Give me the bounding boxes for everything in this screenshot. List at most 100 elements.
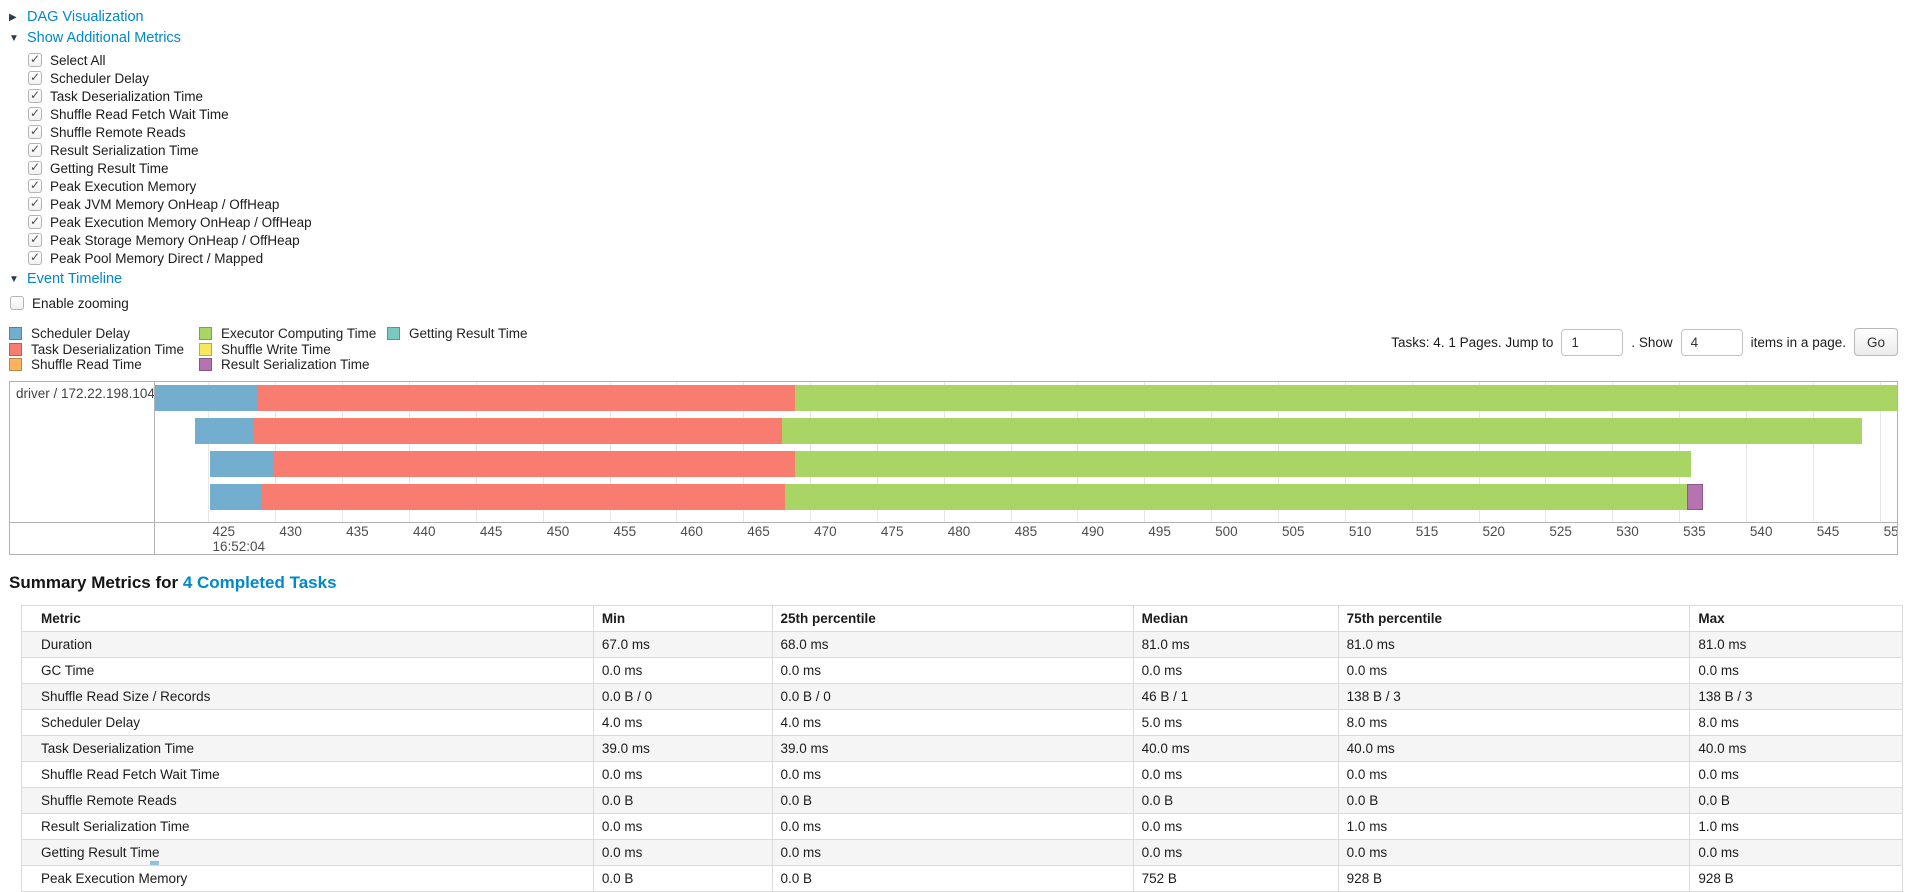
axis-tick-label: 515: [1415, 523, 1439, 539]
task-pagination: Tasks: 4. 1 Pages. Jump to . Show items …: [1391, 326, 1898, 356]
table-header-row: Metric Min 25th percentile Median 75th perce…: [21, 604, 1903, 632]
metric-value-cell: 40.0 ms: [1689, 734, 1903, 762]
task-bar-segment-task-deserialization[interactable]: [273, 450, 796, 477]
metric-value-cell: 0.0 B: [592, 786, 773, 814]
metric-value-cell: 0.0 ms: [592, 656, 773, 684]
legend-item-getting-result-time: Getting Result Time: [387, 326, 528, 342]
task-bar-segment-scheduler-delay[interactable]: [195, 417, 253, 444]
table-row-duration: Duration 67.0 ms 68.0 ms 81.0 ms 81.0 ms 81.0…: [21, 630, 1903, 658]
checkbox-checked-icon[interactable]: [28, 88, 42, 103]
metric-checkbox-shuffle-read-fetch-wait-time[interactable]: Shuffle Read Fetch Wait Time: [28, 105, 1898, 123]
checkbox-unchecked-icon[interactable]: [10, 296, 24, 310]
axis-tick-label: 505: [1282, 523, 1305, 539]
arrow-down-icon: ▼: [9, 273, 19, 285]
axis-tick-label: 530: [1616, 523, 1639, 539]
metric-value-cell: 0.0 ms: [771, 838, 1134, 866]
metric-checkbox-peak-jvm-memory-onheap-offheap[interactable]: Peak JVM Memory OnHeap / OffHeap: [28, 195, 1898, 213]
checkbox-checked-icon[interactable]: [28, 232, 42, 247]
legend-label: Getting Result Time: [409, 326, 528, 342]
task-bar-segment-scheduler-delay[interactable]: [209, 483, 262, 510]
metric-value-cell: 138 B / 3: [1689, 682, 1903, 710]
completed-tasks-link[interactable]: 4 Completed Tasks: [182, 572, 337, 592]
metric-value-cell: 0.0 ms: [592, 760, 773, 788]
task-bar-segment-scheduler-delay[interactable]: [155, 384, 257, 411]
legend-column: Scheduler Delay Task Deserialization Time…: [9, 326, 199, 373]
legend-item-scheduler-delay: Scheduler Delay: [9, 326, 199, 342]
metric-value-cell: 0.0 ms: [1337, 656, 1691, 684]
metric-checkbox-peak-execution-memory[interactable]: Peak Execution Memory: [28, 177, 1898, 195]
checkbox-checked-icon[interactable]: [28, 196, 42, 211]
metric-value-cell: 68.0 ms: [771, 630, 1134, 658]
axis-tick-label: 440: [413, 523, 436, 539]
table-row-shuffle-read-fetch-wait-time: Shuffle Read Fetch Wait Time 0.0 ms 0.0 ms…: [21, 760, 1903, 788]
checkbox-checked-icon[interactable]: [28, 70, 42, 85]
checkbox-checked-icon[interactable]: [28, 52, 42, 67]
checkbox-checked-icon[interactable]: [28, 142, 42, 157]
task-bar-segment-executor-computing[interactable]: [782, 417, 1863, 444]
metric-value-cell: 0.0 ms: [592, 812, 773, 840]
event-timeline-toggle[interactable]: ▼ Event Timeline: [9, 269, 1898, 290]
axis-tick-label: 475: [880, 523, 904, 539]
table-row-gc-time: GC Time 0.0 ms 0.0 ms 0.0 ms 0.0 ms 0.0 ms: [21, 656, 1903, 684]
checkbox-label: Getting Result Time: [50, 160, 169, 176]
metric-name-cell: Getting Result Time: [21, 838, 594, 866]
legend-swatch-scheduler-delay-icon: [9, 327, 22, 341]
legend-label: Scheduler Delay: [31, 326, 131, 342]
metric-value-cell: 40.0 ms: [1337, 734, 1691, 762]
go-button[interactable]: Go: [1853, 328, 1898, 356]
show-additional-metrics-toggle[interactable]: ▼ Show Additional Metrics: [9, 28, 1898, 49]
metric-checkbox-peak-storage-memory-onheap-offheap[interactable]: Peak Storage Memory OnHeap / OffHeap: [28, 231, 1898, 249]
timeline-legend: Scheduler Delay Task Deserialization Time…: [9, 326, 528, 373]
arrow-down-icon: ▼: [9, 32, 19, 44]
legend-swatch-shuffle-read-time-icon: [9, 358, 22, 372]
metric-checkbox-getting-result-time[interactable]: Getting Result Time: [28, 159, 1898, 177]
metric-value-cell: 0.0 B: [1337, 786, 1691, 814]
metric-checkbox-shuffle-remote-reads[interactable]: Shuffle Remote Reads: [28, 123, 1898, 141]
metric-checkbox-task-deserialization-time[interactable]: Task Deserialization Time: [28, 87, 1898, 105]
metric-checkbox-select-all[interactable]: Select All: [28, 51, 1898, 69]
timeline-axis: 425 16:52:04 430 435 440 445 450 455 460 465 470 47…: [10, 521, 1897, 554]
task-bar-segment-task-deserialization[interactable]: [252, 417, 782, 444]
metric-value-cell: 46 B / 1: [1132, 682, 1339, 710]
checkbox-checked-icon[interactable]: [28, 160, 42, 175]
summary-metrics-table: Metric Min 25th percentile Median 75th perce…: [21, 604, 1903, 892]
dag-visualization-toggle[interactable]: ▶ DAG Visualization: [9, 7, 1898, 28]
legend-label: Executor Computing Time: [221, 326, 377, 342]
axis-tick-label: 540: [1749, 523, 1773, 539]
jump-to-page-input[interactable]: [1561, 328, 1624, 356]
metric-name-cell: Duration: [21, 630, 594, 658]
metric-value-cell: 0.0 ms: [1689, 838, 1903, 866]
task-bar-segment-executor-computing[interactable]: [784, 483, 1688, 510]
axis-tick-label: 425: [212, 523, 235, 539]
timeline-gridline: [1745, 381, 1747, 522]
checkbox-checked-icon[interactable]: [28, 250, 42, 265]
metric-name-cell: Shuffle Read Fetch Wait Time: [21, 760, 594, 788]
checkbox-checked-icon[interactable]: [28, 214, 42, 229]
metric-value-cell: 81.0 ms: [1337, 630, 1691, 658]
metric-value-cell: 138 B / 3: [1337, 682, 1691, 710]
metric-checkbox-result-serialization-time[interactable]: Result Serialization Time: [28, 141, 1898, 159]
metric-checkbox-scheduler-delay[interactable]: Scheduler Delay: [28, 69, 1898, 87]
timeline-axis-labels: 425 16:52:04 430 435 440 445 450 455 460 465 470 47…: [155, 523, 1897, 554]
items-per-page-input[interactable]: [1680, 328, 1743, 356]
checkbox-checked-icon[interactable]: [28, 124, 42, 139]
checkbox-checked-icon[interactable]: [28, 178, 42, 193]
enable-zooming-checkbox-row[interactable]: Enable zooming: [10, 294, 1898, 312]
task-bar-segment-task-deserialization[interactable]: [256, 384, 796, 411]
table-row-task-deserialization-time: Task Deserialization Time 39.0 ms 39.0 ms 4…: [21, 734, 1903, 762]
task-bar-segment-scheduler-delay[interactable]: [209, 450, 274, 477]
metric-checkbox-peak-execution-memory-onheap-offheap[interactable]: Peak Execution Memory OnHeap / OffHeap: [28, 213, 1898, 231]
metric-checkbox-peak-pool-memory-direct-mapped[interactable]: Peak Pool Memory Direct / Mapped: [28, 249, 1898, 267]
legend-label: Result Serialization Time: [221, 357, 370, 373]
metric-name-cell: Task Deserialization Time: [21, 734, 594, 762]
task-bar-segment-result-serialization[interactable]: [1687, 483, 1704, 510]
checkbox-checked-icon[interactable]: [28, 106, 42, 121]
metric-value-cell: 752 B: [1132, 864, 1339, 892]
metric-value-cell: 0.0 ms: [1132, 838, 1339, 866]
task-bar-segment-task-deserialization[interactable]: [261, 483, 785, 510]
metric-value-cell: 1.0 ms: [1337, 812, 1691, 840]
column-header-75th-percentile: 75th percentile: [1337, 604, 1691, 632]
task-bar-segment-executor-computing[interactable]: [795, 450, 1692, 477]
summary-heading-text: Summary Metrics for: [9, 572, 183, 592]
task-bar-segment-executor-computing[interactable]: [795, 384, 1897, 411]
